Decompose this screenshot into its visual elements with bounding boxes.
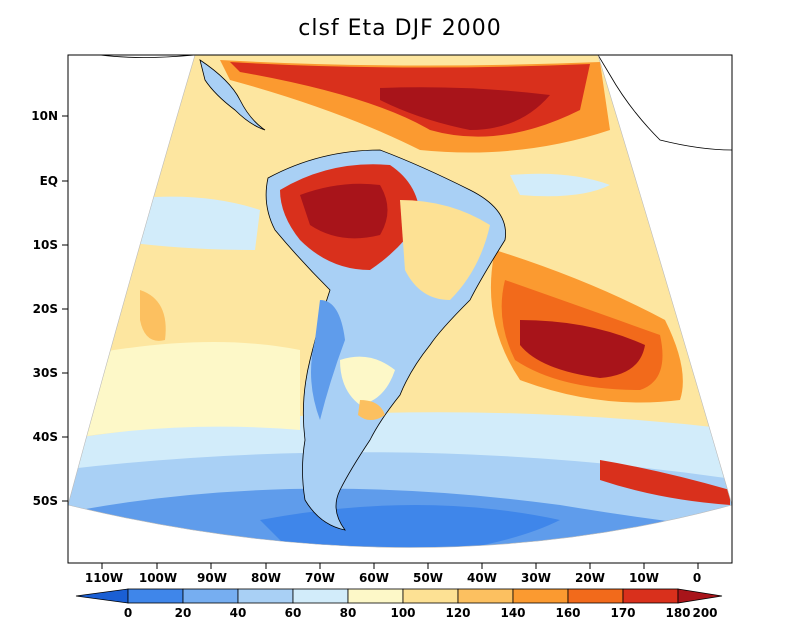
colorbar-label: 120 [445,606,470,618]
lon-label: 100W [139,571,177,585]
field-south-deep [68,488,732,548]
lon-label: 80W [251,571,281,585]
colorbar-label: 0 [124,606,132,618]
lon-label: 110W [85,571,123,585]
lat-label: 30S [33,366,58,380]
africa-outline [597,55,732,151]
colorbar-label: 20 [175,606,192,618]
lat-label: 20S [33,302,58,316]
colorbar-segment [512,588,569,604]
longitude-axis: 110W 100W 90W 80W 70W 60W 50W 40W 30W 20… [85,563,701,585]
field-pacific-pale [68,342,300,440]
field-pacific-cool [110,196,260,250]
field-pacific-warm [140,290,166,341]
lat-label: 10N [31,109,58,123]
colorbar-label: 200 [692,606,717,618]
central-america-land [199,59,266,131]
lon-label: 20W [575,571,605,585]
field-satlantic-core [520,320,645,378]
colorbar-label: 100 [390,606,415,618]
colorbar-segment [457,588,514,604]
lat-label: 50S [33,494,58,508]
lat-label: 10S [33,238,58,252]
colorbar-label: 80 [340,606,357,618]
colorbar-label: 140 [500,606,525,618]
colorbar: 0 20 40 60 80 100 120 140 160 170 180 20… [75,588,723,618]
domain-boundary [68,55,732,548]
colorbar-label: 160 [555,606,580,618]
colorbar-segment [347,588,404,604]
field-southeast-warm [600,460,730,505]
land-patch-orange [358,400,385,420]
south-america-land [265,149,506,531]
colorbar-label: 60 [285,606,302,618]
lon-label: 90W [197,571,227,585]
lon-label: 70W [305,571,335,585]
colorbar-segment [237,588,294,604]
colorbar-segment [622,588,679,604]
land-pampas-pale [340,356,395,405]
land-andes-blue [311,300,345,420]
latitude-axis: 10N EQ 10S 20S 30S 40S 50S [31,109,68,508]
lon-label: 60W [359,571,389,585]
colorbar-label: 40 [230,606,247,618]
lon-label: 0 [693,571,701,585]
lon-label: 40W [467,571,497,585]
land-east-yellow [400,200,490,300]
field-atlantic-cool-patch [510,173,610,197]
colorbar-segment [127,588,184,604]
lat-label: EQ [40,174,58,188]
north-america-outline [99,55,196,58]
map-plot-area [68,55,732,548]
lon-label: 50W [413,571,443,585]
colorbar-segment [292,588,349,604]
lon-label: 10W [629,571,659,585]
colorbar-segment [402,588,459,604]
lat-label: 40S [33,430,58,444]
colorbar-segment [567,588,624,604]
land-amazon-core [300,183,388,239]
colorbar-arrow-low [75,588,129,604]
lon-label: 30W [521,571,551,585]
map-title: clsf Eta DJF 2000 [298,16,502,41]
field-south-core [260,505,560,548]
colorbar-segment [182,588,239,604]
colorbar-label: 180 [665,606,690,618]
colorbar-label: 170 [610,606,635,618]
colorbar-arrow-high [677,588,723,604]
field-atlantic-north-core [380,87,550,130]
